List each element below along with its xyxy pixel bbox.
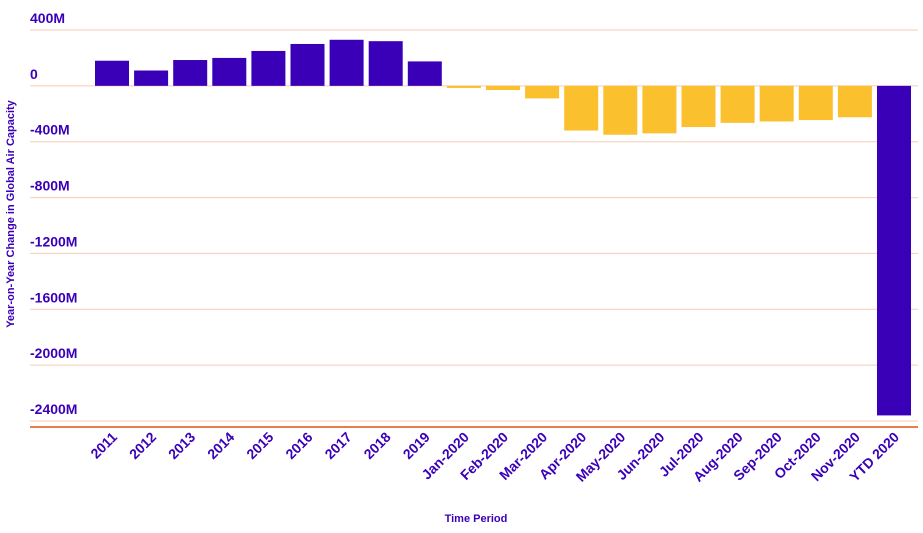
bar-jan-2020 — [446, 85, 481, 88]
bar-may-2020 — [603, 85, 638, 135]
x-tick-label: 2014 — [204, 429, 237, 462]
y-tick-label: -400M — [30, 122, 70, 138]
bar-2019 — [407, 61, 442, 86]
x-tick-label: 2018 — [360, 429, 393, 462]
y-tick-label: -1600M — [30, 289, 77, 305]
y-tick-label: -1200M — [30, 233, 77, 249]
bar-2014 — [212, 57, 247, 86]
bar-oct-2020 — [798, 85, 833, 121]
bar-2013 — [173, 60, 208, 86]
bar-apr-2020 — [564, 85, 599, 131]
y-tick-label: -800M — [30, 178, 70, 194]
bar-jul-2020 — [681, 85, 716, 128]
bar-sep-2020 — [759, 85, 794, 122]
bar-ytd-2020 — [877, 85, 911, 416]
x-tick-label: 2015 — [243, 429, 276, 462]
x-tick-label: 2019 — [400, 429, 433, 462]
x-tick-label: 2013 — [165, 429, 198, 462]
x-tick-label: 2011 — [87, 429, 120, 462]
y-tick-label: 0 — [30, 66, 38, 82]
bar-2016 — [290, 43, 325, 86]
bar-2017 — [329, 39, 364, 86]
bar-mar-2020 — [525, 85, 560, 99]
y-tick-label: -2000M — [30, 345, 77, 361]
bar-aug-2020 — [720, 85, 755, 123]
bar-jun-2020 — [642, 85, 677, 134]
x-tick-label: 2016 — [282, 429, 315, 462]
bar-2018 — [368, 41, 403, 86]
bar-2015 — [251, 50, 286, 86]
bar-2011 — [95, 60, 129, 86]
x-tick-labels: 2011 2012 2013 2014 2015 2016 2017 2018 2019Jan-… — [87, 429, 902, 485]
y-axis-label: Year-on-Year Change in Global Air Capaci… — [5, 99, 17, 327]
x-tick-label: 2012 — [126, 429, 159, 462]
y-tick-label: 400M — [30, 10, 65, 26]
bar-nov-2020 — [837, 85, 872, 118]
bar-feb-2020 — [486, 85, 520, 91]
bars — [95, 39, 911, 416]
x-tick-label: 2017 — [321, 429, 354, 462]
bar-2012 — [134, 70, 169, 86]
y-tick-label: -2400M — [30, 401, 77, 417]
y-tick-labels: 400M 0 -400M -800M -1200M -1600M -2000M -2400M — [30, 10, 77, 417]
x-axis-label: Time Period — [445, 513, 508, 525]
